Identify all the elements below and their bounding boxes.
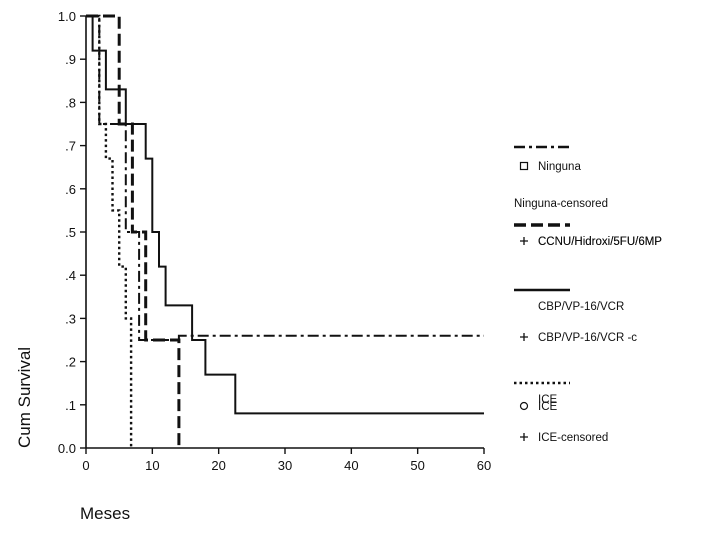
legend-label-3: CCNU/Hidroxi/5FU/6MP [538, 236, 662, 248]
plot-area [86, 14, 484, 448]
y-tick-label-8: .8 [65, 95, 76, 110]
legend-label-8: ICE [538, 401, 558, 413]
x-tick-label-6: 60 [477, 458, 491, 473]
legend-label-7: ICE [538, 394, 558, 406]
legend-marker-cross [520, 433, 528, 441]
legend-marker-cross [520, 237, 528, 245]
x-axis-title: Meses [80, 504, 130, 523]
x-tick-label-4: 40 [344, 458, 358, 473]
y-tick-label-4: .4 [65, 268, 76, 283]
y-tick-label-1: .1 [65, 398, 76, 413]
y-tick-label-3: .3 [65, 311, 76, 326]
legend-marker-circle [519, 401, 529, 411]
x-tick-label-2: 20 [211, 458, 225, 473]
legend-label-9: ICE-censored [538, 432, 608, 444]
y-tick-label-9: .9 [65, 52, 76, 67]
axes: 0 10 20 30 40 50 60 0.0 .1 .2 .3 .4 .5 .6 .7 .8 .9 1.0 [58, 9, 491, 473]
y-tick-label-2: .2 [65, 355, 76, 370]
series-line-2 [86, 15, 484, 415]
legend-marker-cross [520, 333, 528, 341]
y-axis-title: Cum Survival [15, 347, 34, 448]
legend-label-6: CBP/VP-16/VCR -c [538, 332, 637, 344]
legend: Ninguna Ninguna-censored CCNU/Hidroxi/5FU/… [514, 145, 662, 444]
series-line-1 [86, 14, 181, 448]
legend-label-1: Ninguna [538, 161, 581, 173]
x-tick-label-5: 50 [410, 458, 424, 473]
series-line-0 [86, 15, 484, 341]
y-tick-label-0: 0.0 [58, 441, 76, 456]
y-tick-label-5: .5 [65, 225, 76, 240]
legend-label-5: CBP/VP-16/VCR [538, 301, 624, 313]
x-tick-label-3: 30 [278, 458, 292, 473]
y-tick-label-6: .6 [65, 182, 76, 197]
legend-marker-square [519, 161, 529, 171]
series-line-3 [86, 14, 133, 448]
x-tick-label-1: 10 [145, 458, 159, 473]
x-tick-label-0: 0 [82, 458, 89, 473]
legend-label-4: CCNU/Hidroxi/5FU/6MP [538, 236, 662, 248]
y-tick-label-10: 1.0 [58, 9, 76, 24]
y-tick-label-7: .7 [65, 139, 76, 154]
legend-label-2: Ninguna-censored [514, 198, 608, 210]
